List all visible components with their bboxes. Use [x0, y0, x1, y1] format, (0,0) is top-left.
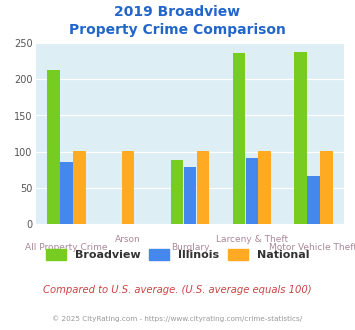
Bar — [294, 52, 307, 224]
Text: All Property Crime: All Property Crime — [25, 243, 108, 252]
Bar — [171, 160, 183, 224]
Bar — [122, 151, 134, 224]
Bar — [307, 176, 320, 224]
Bar — [233, 53, 245, 224]
Text: Motor Vehicle Theft: Motor Vehicle Theft — [269, 243, 355, 252]
Bar — [73, 151, 86, 224]
Text: Property Crime Comparison: Property Crime Comparison — [69, 23, 286, 37]
Bar — [184, 167, 196, 224]
Bar — [320, 151, 333, 224]
Text: Burglary: Burglary — [171, 243, 209, 252]
Bar — [246, 158, 258, 224]
Bar — [197, 151, 209, 224]
Bar — [60, 162, 72, 224]
Text: Larceny & Theft: Larceny & Theft — [215, 235, 288, 244]
Bar — [258, 151, 271, 224]
Bar — [47, 70, 60, 224]
Text: © 2025 CityRating.com - https://www.cityrating.com/crime-statistics/: © 2025 CityRating.com - https://www.city… — [53, 315, 302, 322]
Text: 2019 Broadview: 2019 Broadview — [114, 5, 241, 19]
Text: Arson: Arson — [115, 235, 141, 244]
Legend: Broadview, Illinois, National: Broadview, Illinois, National — [42, 245, 313, 263]
Text: Compared to U.S. average. (U.S. average equals 100): Compared to U.S. average. (U.S. average … — [43, 285, 312, 295]
